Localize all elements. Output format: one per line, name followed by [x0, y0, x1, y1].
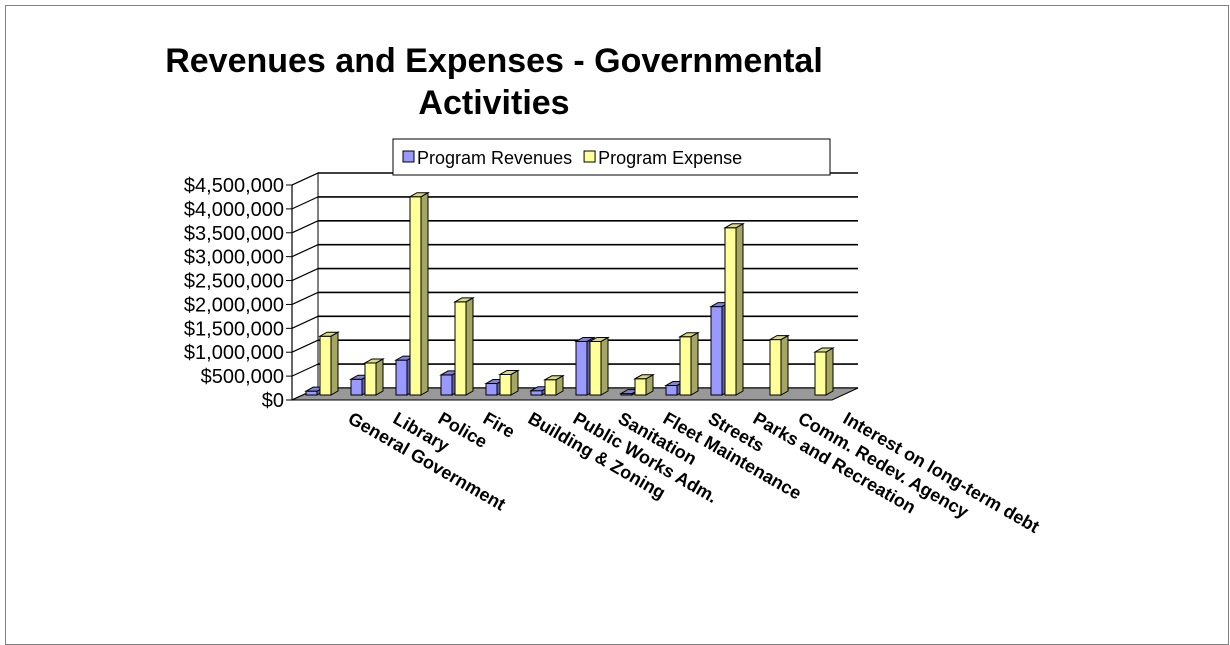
- bar-front: [319, 335, 332, 396]
- bar-side: [690, 331, 699, 396]
- bar-top: [768, 335, 790, 341]
- bar-front: [724, 227, 737, 396]
- bar-front: [589, 340, 602, 396]
- bar-front: [305, 390, 318, 396]
- gridline-side: [291, 172, 319, 186]
- chart-title-line-1: Revenues and Expenses - Governmental: [165, 42, 823, 80]
- gridline-side: [291, 315, 319, 329]
- bar-front: [814, 351, 827, 396]
- bar-front: [769, 339, 782, 396]
- y-tick-label: $3,000,000: [184, 247, 284, 269]
- y-tick-label: $0: [262, 390, 284, 412]
- bars: [304, 191, 835, 396]
- bar: [453, 296, 475, 396]
- bar-top: [678, 332, 700, 338]
- gridline-side: [291, 291, 319, 305]
- gridline-side: [291, 220, 319, 234]
- bar: [633, 373, 655, 396]
- bar: [813, 347, 835, 396]
- bar: [408, 191, 430, 396]
- y-tick-label: $3,500,000: [184, 223, 284, 245]
- bar: [318, 331, 340, 396]
- bar-front: [440, 374, 453, 396]
- gridline-side: [291, 268, 319, 282]
- legend-swatch: [583, 150, 596, 163]
- y-tick-label: $4,000,000: [184, 199, 284, 221]
- bar-side: [420, 191, 429, 396]
- bar-side: [330, 331, 339, 396]
- bar: [498, 369, 520, 396]
- bar-front: [454, 301, 467, 396]
- y-tick-label: $4,500,000: [184, 175, 284, 197]
- bar-top: [574, 336, 596, 342]
- bar-side: [735, 222, 744, 396]
- bar: [723, 222, 745, 396]
- y-tick-label: $2,500,000: [184, 271, 284, 293]
- legend-label: Program Revenues: [417, 148, 572, 168]
- gridline-side: [291, 363, 319, 377]
- bar-top: [813, 347, 835, 353]
- legend-box: [392, 138, 831, 176]
- bar-front: [350, 378, 363, 396]
- gridline-side: [291, 196, 319, 210]
- bar-front: [530, 390, 543, 396]
- legend: Program Revenues Program Expense: [392, 138, 831, 176]
- bar-front: [679, 336, 692, 396]
- bar-side: [600, 336, 609, 396]
- bar-top: [453, 297, 475, 303]
- bar-front: [409, 196, 422, 396]
- bar-front: [499, 373, 512, 396]
- bar-front: [395, 359, 408, 396]
- bar-side: [825, 347, 834, 396]
- legend-swatch: [402, 150, 415, 163]
- y-tick-label: $1,000,000: [184, 342, 284, 364]
- bar-top: [363, 358, 385, 364]
- chart-title-line-2: Activities: [418, 84, 569, 122]
- bar-top: [588, 336, 610, 342]
- bar-side: [465, 296, 474, 396]
- bar-top: [498, 369, 520, 375]
- bar-front: [364, 362, 377, 396]
- bar-front: [665, 384, 678, 396]
- bar-top: [723, 223, 745, 229]
- bar-side: [375, 358, 384, 396]
- bar-top: [408, 192, 430, 198]
- bar: [678, 331, 700, 396]
- chart-title: Revenues and Expenses - Governmental Act…: [165, 42, 823, 122]
- bar: [588, 336, 610, 396]
- bar-top: [633, 374, 655, 380]
- bar-front: [544, 379, 557, 396]
- bar-front: [485, 383, 498, 396]
- gridline-side: [291, 244, 319, 258]
- bar: [363, 358, 385, 396]
- bar-front: [710, 306, 723, 396]
- legend-label: Program Expense: [598, 148, 742, 168]
- y-axis-ticks: $0$500,000$1,000,000$1,500,000$2,000,000…: [184, 175, 284, 412]
- bar: [768, 334, 790, 396]
- bar: [543, 374, 565, 396]
- bar-top: [318, 331, 340, 337]
- bar-front: [634, 378, 647, 396]
- y-tick-label: $2,000,000: [184, 294, 284, 316]
- gridline-side: [291, 339, 319, 353]
- y-tick-label: $1,500,000: [184, 318, 284, 340]
- bar-top: [543, 375, 565, 381]
- y-tick-label: $500,000: [201, 366, 284, 388]
- bar-front: [575, 340, 588, 396]
- bar-side: [780, 334, 789, 396]
